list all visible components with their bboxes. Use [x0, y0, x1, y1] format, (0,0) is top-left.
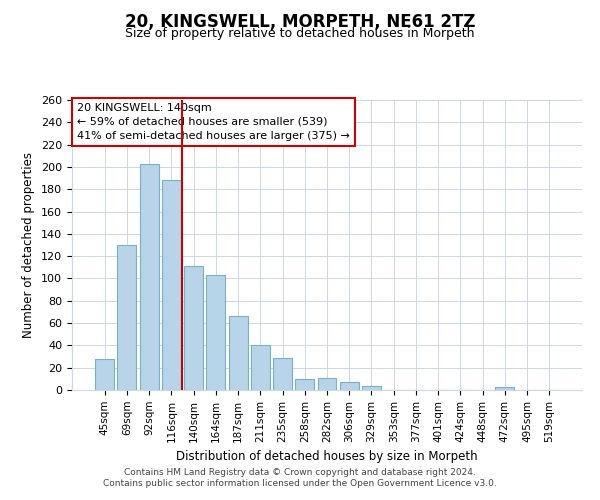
Bar [118, 245, 136, 390]
Y-axis label: Number of detached properties: Number of detached properties [22, 152, 35, 338]
Text: Size of property relative to detached houses in Morpeth: Size of property relative to detached ho… [125, 28, 475, 40]
Text: Contains HM Land Registry data © Crown copyright and database right 2024.
Contai: Contains HM Land Registry data © Crown c… [103, 468, 497, 487]
Bar [162, 180, 181, 390]
Bar [95, 359, 114, 390]
Bar [229, 316, 248, 390]
Bar [140, 164, 158, 390]
Text: 20 KINGSWELL: 140sqm
← 59% of detached houses are smaller (539)
41% of semi-deta: 20 KINGSWELL: 140sqm ← 59% of detached h… [77, 103, 350, 141]
X-axis label: Distribution of detached houses by size in Morpeth: Distribution of detached houses by size … [176, 450, 478, 463]
Bar [496, 386, 514, 390]
Bar [251, 346, 270, 390]
Bar [184, 266, 203, 390]
Bar [206, 275, 225, 390]
Bar [340, 382, 359, 390]
Bar [317, 378, 337, 390]
Bar [295, 379, 314, 390]
Bar [273, 358, 292, 390]
Text: 20, KINGSWELL, MORPETH, NE61 2TZ: 20, KINGSWELL, MORPETH, NE61 2TZ [125, 12, 475, 30]
Bar [362, 386, 381, 390]
